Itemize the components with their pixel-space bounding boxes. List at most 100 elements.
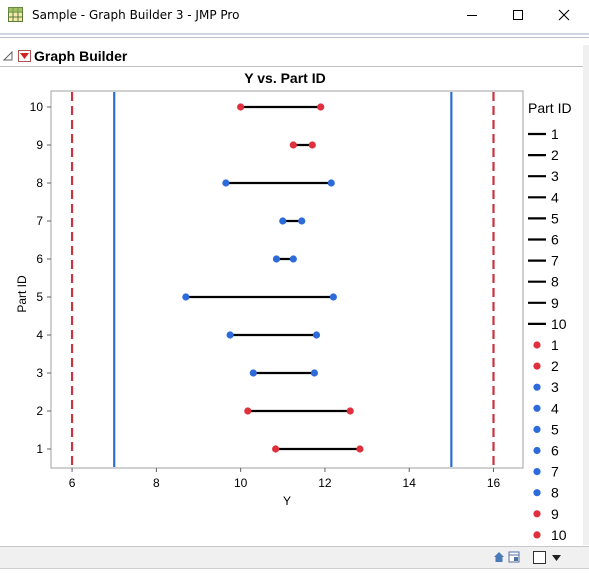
chevron-down-icon[interactable] bbox=[552, 555, 561, 562]
vertical-scrollbar[interactable] bbox=[583, 45, 589, 545]
legend-point-swatch bbox=[533, 468, 541, 476]
low-point-part-3[interactable] bbox=[249, 369, 257, 377]
legend-point-swatch bbox=[533, 425, 541, 433]
legend-line-label: 3 bbox=[551, 168, 559, 184]
selection-box-icon[interactable] bbox=[533, 551, 547, 565]
legend-line-label: 2 bbox=[551, 147, 559, 163]
legend-point-label: 1 bbox=[551, 337, 559, 353]
legend-point-swatch bbox=[533, 510, 541, 518]
y-tick-label: 10 bbox=[30, 100, 44, 114]
window-titlebar: Sample - Graph Builder 3 - JMP Pro bbox=[0, 0, 589, 30]
red-triangle-menu-button[interactable] bbox=[18, 50, 31, 62]
taskbar-strip bbox=[0, 568, 589, 575]
x-tick-label: 12 bbox=[318, 476, 332, 490]
high-point-part-1[interactable] bbox=[356, 445, 364, 453]
legend-line-label: 8 bbox=[551, 274, 559, 290]
y-tick-label: 8 bbox=[36, 176, 43, 190]
low-point-part-8[interactable] bbox=[222, 179, 230, 187]
legend-point-label: 9 bbox=[551, 506, 559, 522]
outline-title: Graph Builder bbox=[34, 48, 128, 64]
chart-title: Y vs. Part ID bbox=[244, 70, 325, 86]
window-list-icon[interactable] bbox=[508, 551, 520, 563]
x-tick-label: 14 bbox=[403, 476, 417, 490]
high-point-part-6[interactable] bbox=[289, 255, 297, 263]
high-point-part-8[interactable] bbox=[327, 179, 335, 187]
high-point-part-5[interactable] bbox=[329, 293, 337, 301]
outline-underline bbox=[0, 66, 585, 67]
x-axis[interactable]: 6 8 10 12 14 16 bbox=[69, 468, 501, 490]
legend-point-label: 4 bbox=[551, 400, 559, 416]
legend-line-label: 4 bbox=[551, 189, 559, 205]
range-bars bbox=[182, 103, 364, 453]
high-point-part-3[interactable] bbox=[310, 369, 318, 377]
maximize-button[interactable] bbox=[495, 0, 541, 30]
legend-point-swatch bbox=[533, 362, 541, 370]
legend-point-swatch bbox=[533, 489, 541, 497]
low-point-part-4[interactable] bbox=[226, 331, 234, 339]
legend-point-swatch bbox=[533, 341, 541, 349]
x-tick-label: 6 bbox=[69, 476, 76, 490]
legend-line-label: 6 bbox=[551, 232, 559, 248]
legend[interactable]: 1 2 3 4 5 6 7 8 9 10 1 2 3 4 5 6 7 8 9 10 bbox=[528, 126, 567, 543]
x-tick-label: 16 bbox=[487, 476, 501, 490]
legend-line-label: 7 bbox=[551, 253, 559, 269]
x-tick-label: 8 bbox=[153, 476, 160, 490]
y-tick-label: 7 bbox=[36, 214, 43, 228]
disclosure-triangle-icon[interactable] bbox=[3, 51, 13, 61]
legend-point-label: 3 bbox=[551, 379, 559, 395]
low-point-part-5[interactable] bbox=[182, 293, 190, 301]
y-tick-label: 4 bbox=[36, 328, 43, 342]
y-tick-label: 3 bbox=[36, 366, 43, 380]
close-button[interactable] bbox=[541, 0, 587, 30]
low-point-part-1[interactable] bbox=[272, 445, 280, 453]
y-tick-label: 5 bbox=[36, 290, 43, 304]
red-triangle-icon bbox=[20, 53, 29, 59]
low-point-part-2[interactable] bbox=[244, 407, 252, 415]
plot-frame[interactable] bbox=[50, 90, 524, 469]
minimize-icon bbox=[467, 15, 477, 16]
minimize-button[interactable] bbox=[449, 0, 495, 30]
legend-point-swatch bbox=[533, 446, 541, 455]
graph-builder-outline-header: Graph Builder bbox=[0, 45, 585, 67]
low-point-part-10[interactable] bbox=[237, 103, 245, 111]
status-bar bbox=[0, 546, 589, 569]
legend-line-label: 1 bbox=[551, 126, 559, 142]
toolbar-separator-line bbox=[0, 37, 589, 38]
legend-point-label: 8 bbox=[551, 485, 559, 501]
legend-point-swatch bbox=[533, 404, 541, 412]
legend-point-label: 10 bbox=[551, 527, 567, 543]
close-icon bbox=[558, 9, 570, 21]
reference-lines bbox=[70, 92, 495, 467]
legend-line-label: 5 bbox=[551, 210, 559, 226]
legend-point-label: 5 bbox=[551, 421, 559, 437]
low-point-part-9[interactable] bbox=[289, 141, 297, 149]
y-tick-label: 1 bbox=[36, 442, 43, 456]
y-tick-label: 2 bbox=[36, 404, 43, 418]
high-point-part-4[interactable] bbox=[312, 331, 321, 339]
legend-title: Part ID bbox=[528, 100, 572, 116]
legend-point-label: 7 bbox=[551, 464, 559, 480]
y-axis[interactable]: 1 2 3 4 5 6 7 8 9 10 bbox=[30, 100, 51, 456]
high-point-part-7[interactable] bbox=[298, 217, 306, 225]
low-point-part-7[interactable] bbox=[279, 217, 287, 225]
x-tick-label: 10 bbox=[234, 476, 248, 490]
y-tick-label: 9 bbox=[36, 138, 43, 152]
x-axis-label: Y bbox=[283, 494, 291, 508]
legend-line-label: 10 bbox=[551, 316, 567, 332]
legend-point-label: 6 bbox=[551, 443, 559, 459]
legend-point-swatch bbox=[533, 531, 541, 539]
high-point-part-9[interactable] bbox=[308, 141, 316, 149]
legend-point-label: 2 bbox=[551, 358, 559, 374]
legend-line-label: 9 bbox=[551, 295, 559, 311]
y-tick-label: 6 bbox=[36, 252, 43, 266]
high-point-part-10[interactable] bbox=[317, 103, 325, 111]
window-title: Sample - Graph Builder 3 - JMP Pro bbox=[32, 8, 240, 22]
jmp-data-table-icon bbox=[8, 7, 23, 22]
toolbar-separator bbox=[0, 33, 589, 35]
high-point-part-2[interactable] bbox=[346, 407, 354, 415]
low-point-part-6[interactable] bbox=[272, 255, 281, 263]
home-icon[interactable] bbox=[493, 551, 505, 563]
y-axis-label: Part ID bbox=[15, 275, 29, 313]
legend-point-swatch bbox=[533, 383, 541, 391]
